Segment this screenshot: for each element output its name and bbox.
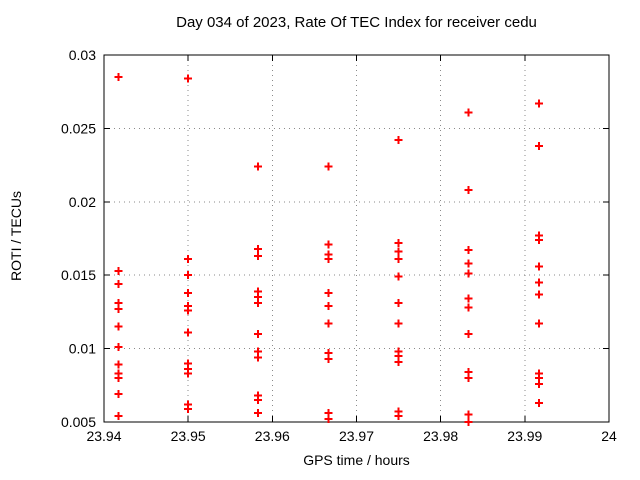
data-point-marker — [324, 162, 333, 171]
data-point-marker — [114, 390, 123, 399]
chart-title: Day 034 of 2023, Rate Of TEC Index for r… — [176, 14, 537, 31]
x-axis-label: GPS time / hours — [303, 452, 410, 468]
data-point-marker — [324, 415, 333, 424]
data-point-marker — [535, 99, 544, 108]
data-point-marker — [535, 278, 544, 287]
x-tick-label: 23.99 — [507, 428, 542, 444]
data-point-marker — [114, 280, 123, 289]
x-tick-label: 23.94 — [86, 428, 121, 444]
data-point-marker — [184, 369, 193, 378]
data-point-marker — [114, 373, 123, 382]
data-point-marker — [114, 343, 123, 352]
data-point-marker — [184, 74, 193, 83]
data-point-marker — [184, 255, 193, 264]
data-point-marker — [535, 319, 544, 328]
x-tick-label: 23.97 — [339, 428, 374, 444]
data-point-marker — [394, 357, 403, 366]
data-point-marker — [464, 246, 473, 255]
data-point-marker — [464, 269, 473, 278]
data-point-marker — [184, 404, 193, 413]
data-point-marker — [464, 294, 473, 303]
data-point-marker — [254, 299, 263, 308]
y-tick-label: 0.01 — [69, 341, 96, 357]
y-tick-label: 0.02 — [69, 194, 96, 210]
data-point-marker — [114, 360, 123, 369]
data-point-marker — [464, 303, 473, 312]
data-point-marker — [254, 162, 263, 171]
y-tick-label: 0.03 — [69, 47, 96, 63]
x-tick-label: 23.96 — [255, 428, 290, 444]
data-point-marker — [254, 353, 263, 362]
data-point-marker — [394, 299, 403, 308]
data-point-marker — [324, 319, 333, 328]
data-point-marker — [394, 255, 403, 264]
data-point-marker — [324, 255, 333, 264]
data-point-marker — [324, 288, 333, 297]
data-point-marker — [254, 409, 263, 418]
data-point-marker — [464, 259, 473, 268]
y-axis-label: ROTI / TECUs — [8, 191, 24, 281]
data-point-marker — [254, 329, 263, 338]
data-point-marker — [254, 252, 263, 261]
data-point-marker — [394, 319, 403, 328]
data-point-marker — [184, 306, 193, 315]
data-point-marker — [114, 412, 123, 421]
data-point-marker — [114, 304, 123, 313]
data-point-marker — [394, 412, 403, 421]
y-tick-label: 0.025 — [61, 120, 96, 136]
data-point-marker — [535, 290, 544, 299]
data-point-marker — [114, 73, 123, 82]
data-point-marker — [184, 271, 193, 280]
data-point-marker — [464, 373, 473, 382]
data-point-marker — [324, 240, 333, 249]
y-tick-label: 0.015 — [61, 267, 96, 283]
data-point-marker — [324, 302, 333, 311]
data-point-marker — [394, 247, 403, 256]
data-point-marker — [184, 328, 193, 337]
data-point-marker — [535, 379, 544, 388]
x-tick-label: 23.95 — [171, 428, 206, 444]
data-point-marker — [254, 395, 263, 404]
x-tick-label: 23.98 — [423, 428, 458, 444]
data-point-marker — [114, 266, 123, 275]
data-point-marker — [394, 136, 403, 145]
data-point-marker — [464, 418, 473, 426]
data-point-marker — [184, 288, 193, 297]
data-point-marker — [535, 262, 544, 271]
data-point-marker — [464, 410, 473, 419]
data-point-marker — [394, 272, 403, 281]
data-point-marker — [464, 108, 473, 117]
data-point-marker — [464, 186, 473, 195]
data-point-marker — [464, 329, 473, 338]
y-tick-label: 0.005 — [61, 414, 96, 430]
data-point-marker — [535, 235, 544, 244]
data-point-marker — [394, 238, 403, 247]
data-point-marker — [254, 244, 263, 253]
data-point-marker — [535, 142, 544, 151]
data-point-marker — [535, 398, 544, 407]
x-tick-label: 24 — [601, 428, 617, 444]
data-point-marker — [324, 354, 333, 363]
data-point-marker — [114, 322, 123, 331]
